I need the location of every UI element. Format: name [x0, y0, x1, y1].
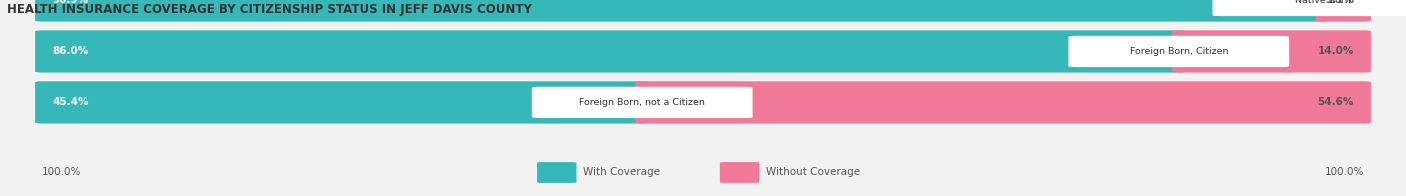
Text: 45.4%: 45.4%	[52, 97, 89, 107]
Text: 100.0%: 100.0%	[42, 167, 82, 178]
Text: 14.0%: 14.0%	[1317, 46, 1354, 56]
FancyBboxPatch shape	[1171, 30, 1371, 73]
FancyBboxPatch shape	[1069, 36, 1289, 67]
Text: Foreign Born, Citizen: Foreign Born, Citizen	[1129, 47, 1227, 56]
FancyBboxPatch shape	[35, 0, 1330, 22]
FancyBboxPatch shape	[720, 162, 759, 183]
FancyBboxPatch shape	[35, 0, 1371, 22]
FancyBboxPatch shape	[35, 30, 1185, 73]
FancyBboxPatch shape	[35, 81, 650, 123]
FancyBboxPatch shape	[1212, 0, 1406, 16]
FancyBboxPatch shape	[531, 87, 752, 118]
Text: Source: ZipAtlas.com: Source: ZipAtlas.com	[1299, 3, 1403, 13]
Text: 100.0%: 100.0%	[1324, 167, 1364, 178]
FancyBboxPatch shape	[35, 30, 1371, 73]
Text: Native Born: Native Born	[1295, 0, 1351, 5]
FancyBboxPatch shape	[537, 162, 576, 183]
Text: Without Coverage: Without Coverage	[766, 167, 860, 178]
Text: 3.1%: 3.1%	[1324, 0, 1354, 5]
Text: 54.6%: 54.6%	[1317, 97, 1354, 107]
Text: Foreign Born, not a Citizen: Foreign Born, not a Citizen	[579, 98, 706, 107]
Text: 86.0%: 86.0%	[52, 46, 89, 56]
Text: 96.9%: 96.9%	[52, 0, 89, 5]
FancyBboxPatch shape	[35, 81, 1371, 123]
Text: With Coverage: With Coverage	[583, 167, 661, 178]
Text: HEALTH INSURANCE COVERAGE BY CITIZENSHIP STATUS IN JEFF DAVIS COUNTY: HEALTH INSURANCE COVERAGE BY CITIZENSHIP…	[7, 3, 531, 16]
FancyBboxPatch shape	[636, 81, 1371, 123]
FancyBboxPatch shape	[1316, 0, 1371, 22]
